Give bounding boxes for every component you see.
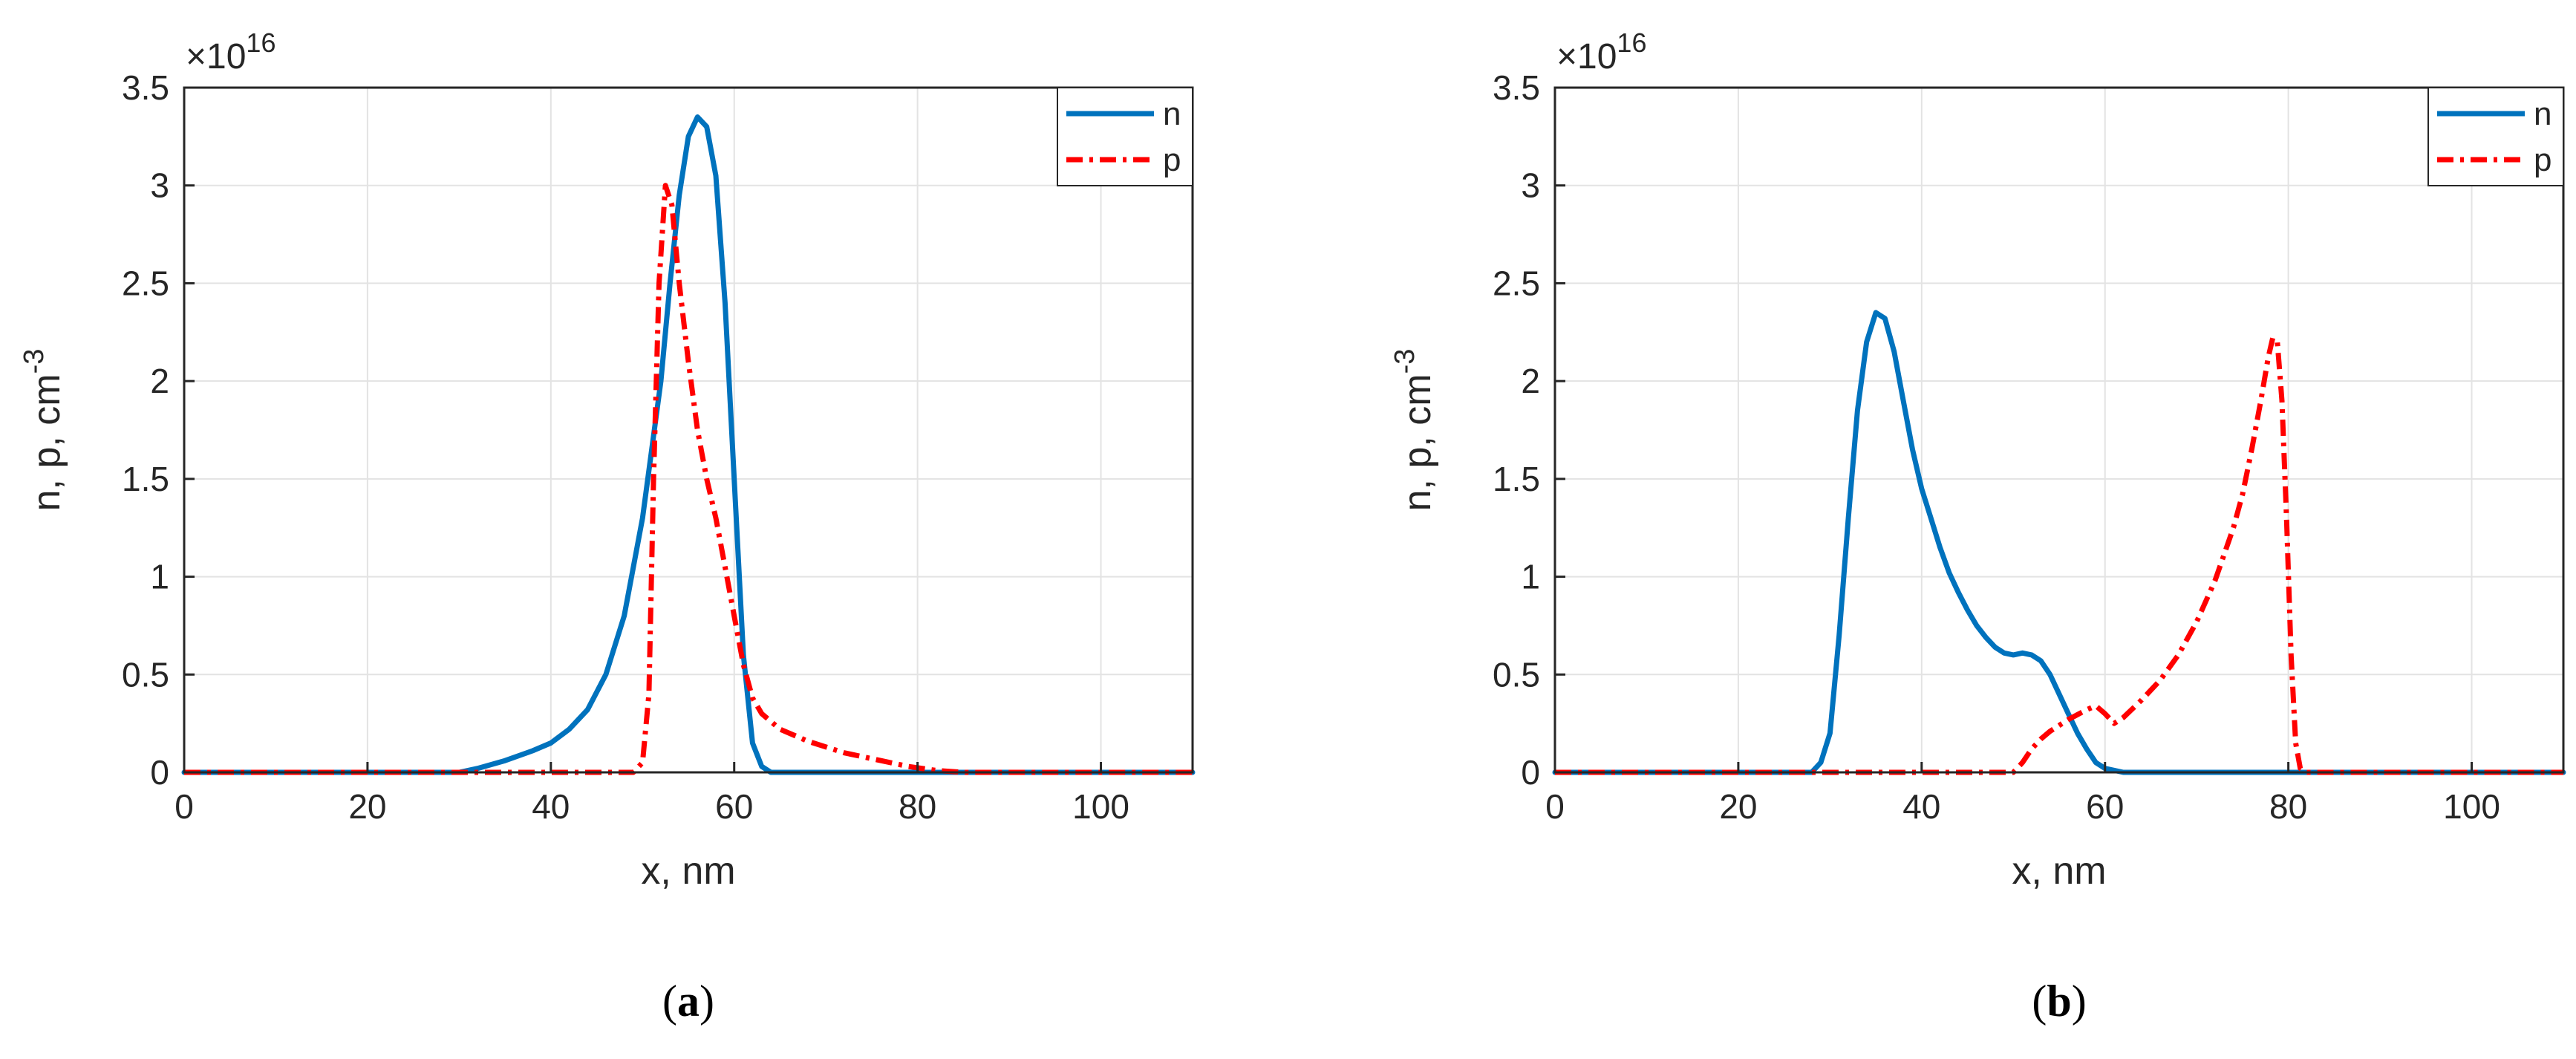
chart-panel-b: 0 20 40 60 80 100 0 0.5 1 1.5 2 2.5 3 3.5 ×1016 x, nm… (1389, 27, 2566, 1026)
y-tick-label: 3 (150, 166, 169, 205)
x-tick-label: 100 (2443, 787, 2500, 826)
x-tick-label: 20 (1719, 787, 1757, 826)
legend-box (1057, 87, 1193, 186)
legend: n p (2427, 87, 2564, 186)
y-tick-label: 3.5 (122, 68, 169, 107)
series-line-p (1555, 335, 2563, 775)
ticks: 0 20 40 60 80 100 0 0.5 1 1.5 2 2.5 3 3.5 (122, 68, 1129, 826)
plot-area (1555, 88, 2563, 772)
x-tick-label: 100 (1072, 787, 1129, 826)
series-line-p (184, 183, 1193, 775)
y-tick-label: 1.5 (122, 460, 169, 498)
x-tick-label: 0 (175, 787, 194, 826)
y-tick-label: 0 (1521, 753, 1540, 792)
x-tick-label: 0 (1545, 787, 1565, 826)
ticks: 0 20 40 60 80 100 0 0.5 1 1.5 2 2.5 3 3.5 (1493, 68, 2500, 826)
legend-label-n: n (1163, 96, 1181, 132)
x-tick-label: 80 (2269, 787, 2307, 826)
plot-area (184, 88, 1193, 772)
y-multiplier: ×1016 (1556, 27, 1646, 76)
y-tick-label: 1 (150, 558, 169, 596)
x-tick-label: 40 (532, 787, 570, 826)
x-axis-label: x, nm (2012, 850, 2106, 893)
y-tick-label: 0 (150, 753, 169, 792)
y-tick-label: 3.5 (1493, 68, 1540, 107)
y-axis-label: n, p, cm-3 (19, 349, 68, 512)
x-tick-label: 40 (1902, 787, 1940, 826)
y-tick-label: 2 (150, 362, 169, 400)
legend-box (2427, 87, 2564, 186)
plot-frame (183, 86, 1194, 774)
y-tick-label: 0.5 (122, 655, 169, 694)
plot-frame (1553, 86, 2565, 774)
y-tick-label: 2.5 (1493, 264, 1540, 302)
y-tick-label: 0.5 (1493, 655, 1540, 694)
panel-caption: (a) (662, 977, 714, 1026)
y-tick-label: 1.5 (1493, 460, 1540, 498)
x-axis-label: x, nm (641, 850, 735, 893)
x-tick-label: 60 (715, 787, 753, 826)
y-tick-label: 1 (1521, 558, 1540, 596)
series-layer (1552, 310, 2566, 775)
legend-label-p: p (2534, 142, 2551, 178)
y-tick-label: 3 (1521, 166, 1540, 205)
legend-label-n: n (2534, 96, 2551, 132)
panel-caption: (b) (2032, 977, 2086, 1026)
y-tick-label: 2 (1521, 362, 1540, 400)
series-layer (181, 114, 1196, 775)
y-axis-label: n, p, cm-3 (1389, 349, 1439, 512)
y-tick-label: 2.5 (122, 264, 169, 302)
x-tick-label: 20 (348, 787, 386, 826)
y-multiplier: ×1016 (186, 27, 275, 76)
legend-label-p: p (1163, 142, 1181, 178)
chart-panel-a: 0 20 40 60 80 100 0 0.5 1 1.5 2 2.5 3 3.5 ×1016 x, nm… (19, 27, 1196, 1026)
x-tick-label: 80 (899, 787, 936, 826)
x-tick-label: 60 (2086, 787, 2124, 826)
legend: n p (1057, 87, 1193, 186)
